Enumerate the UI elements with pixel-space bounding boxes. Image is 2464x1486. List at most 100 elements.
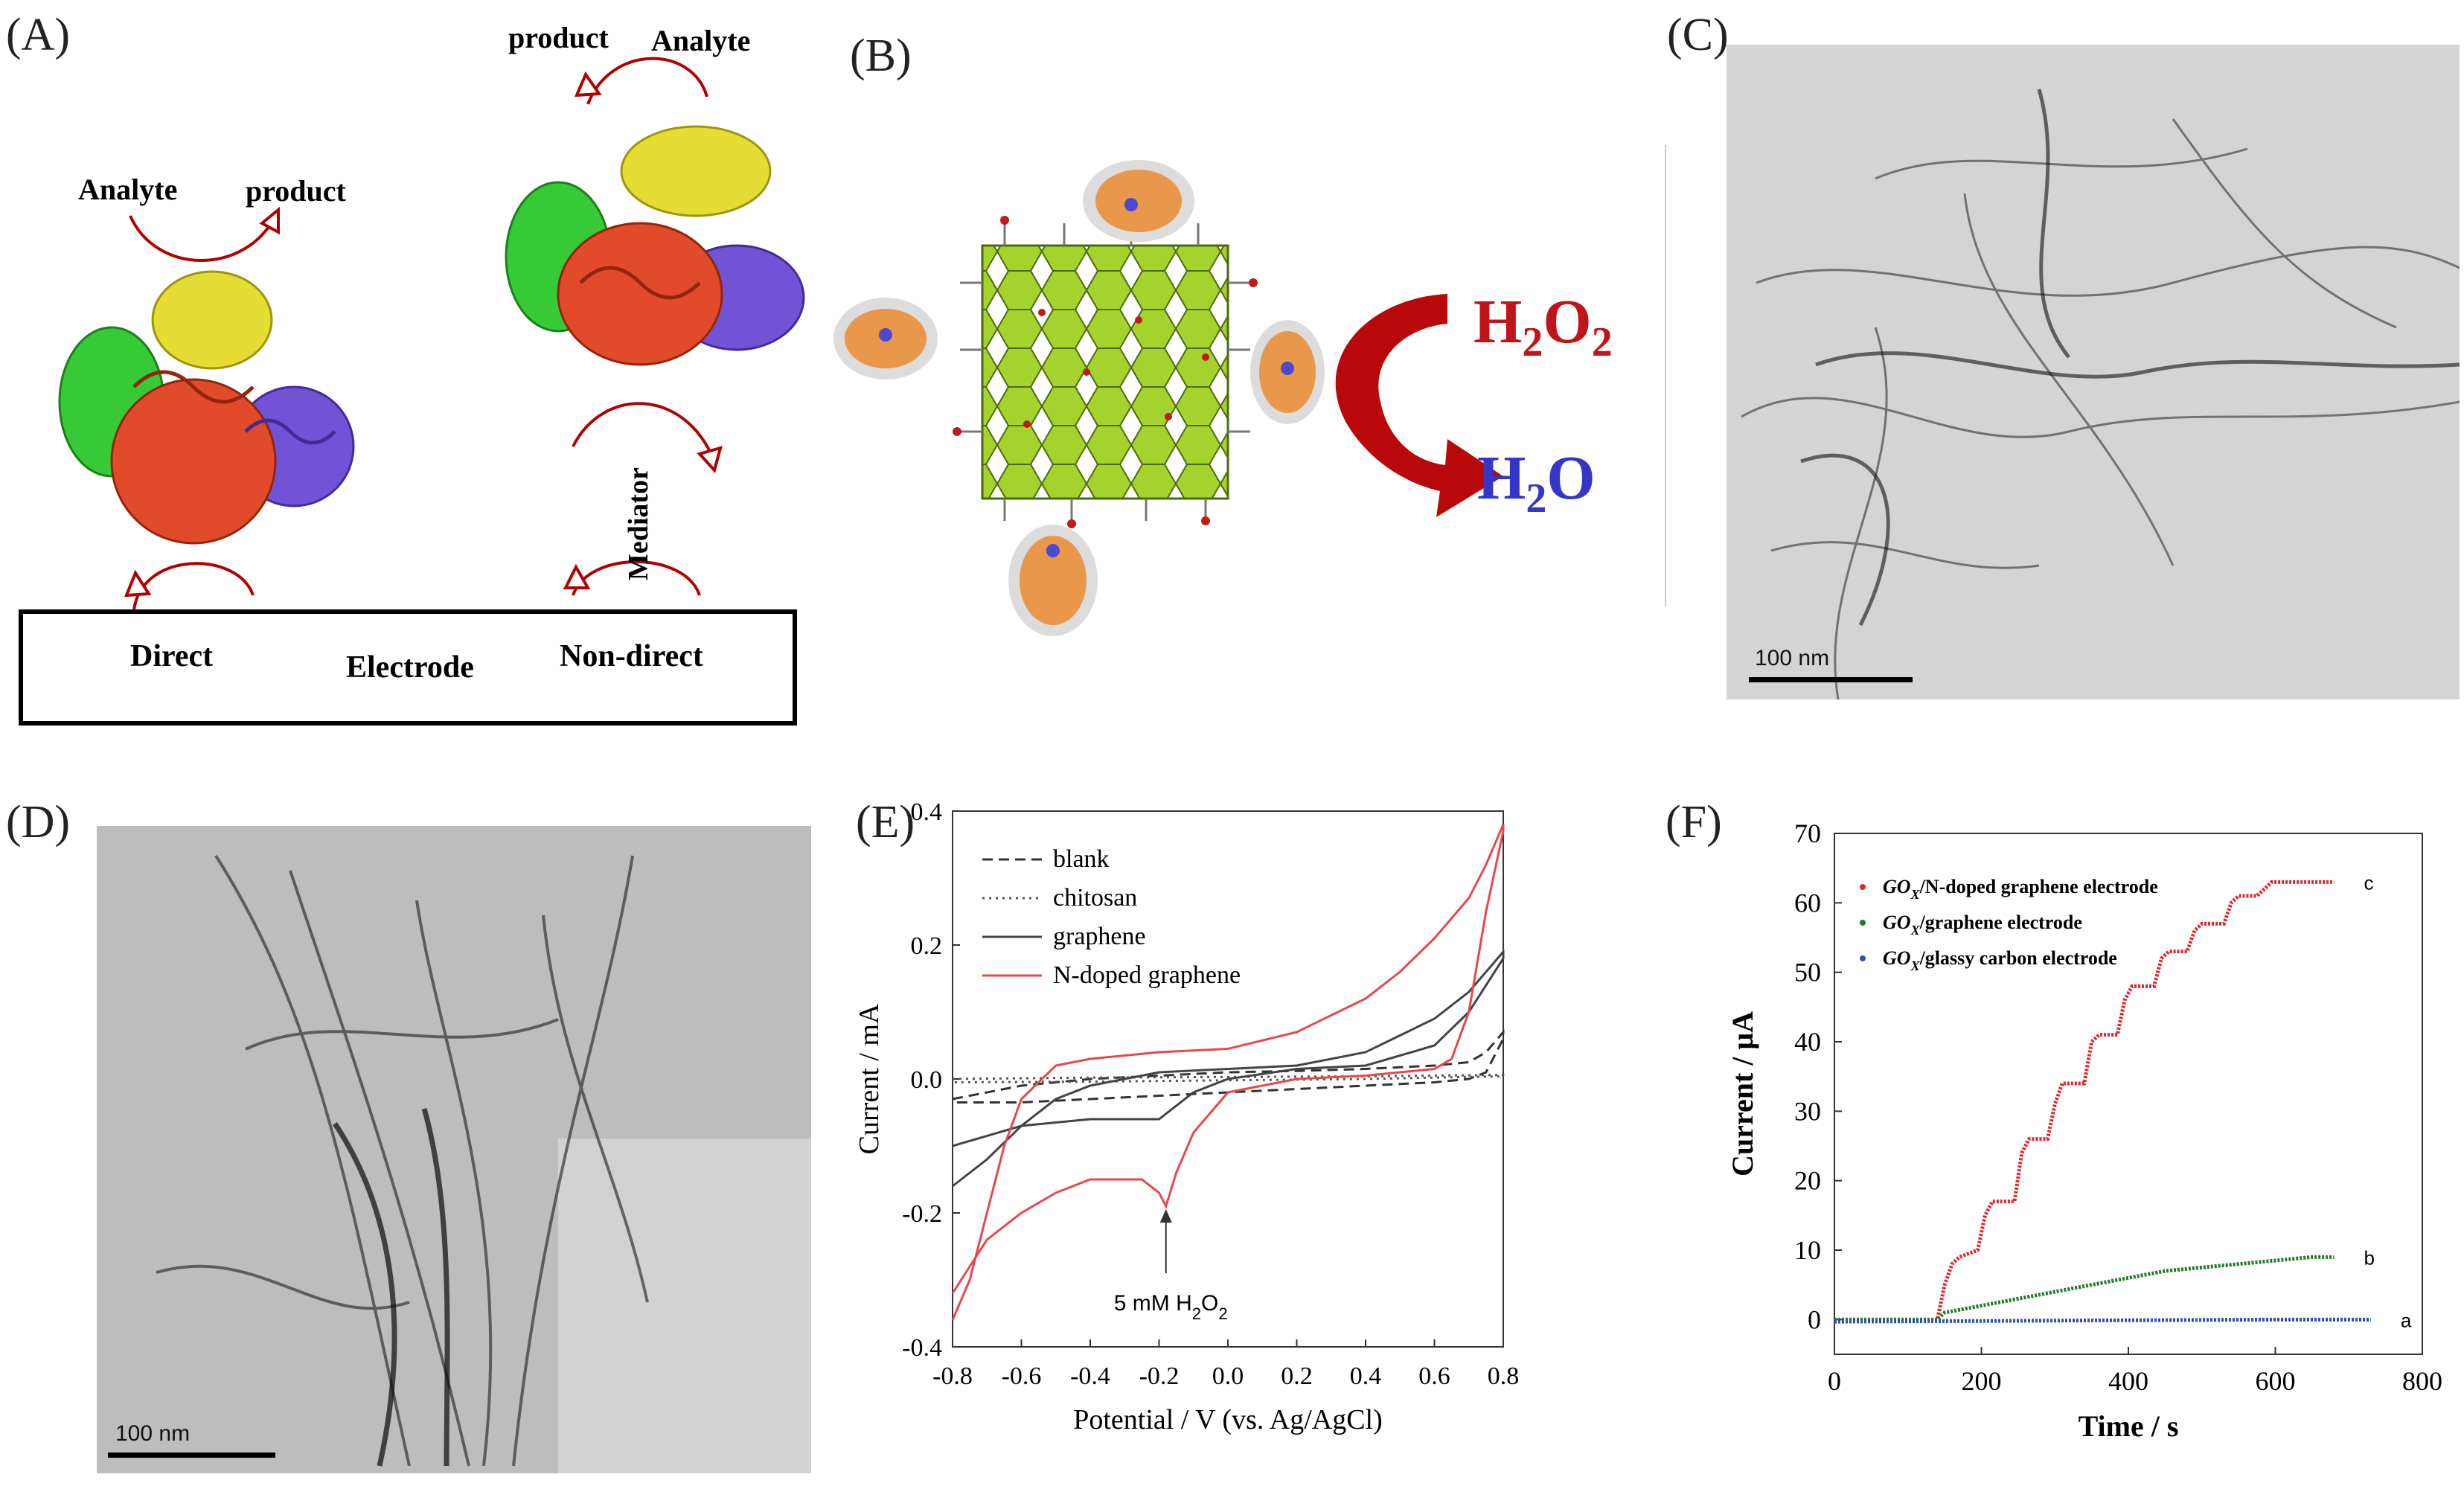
arc-arrow-left-top	[129, 215, 277, 262]
tem-image-d: 100 nm	[97, 826, 811, 1473]
annotation-part: 2	[1218, 1304, 1227, 1323]
panel-a-label: (A)	[6, 10, 71, 60]
annotation-arrowhead	[1159, 1209, 1172, 1223]
y-tick-label: 0.0	[911, 1066, 943, 1094]
enzyme-left	[58, 270, 355, 545]
series-end-label: a	[2401, 1309, 2412, 1331]
panel-d-label: (D)	[6, 797, 71, 848]
x-axis-label: Potential / V (vs. Ag/AgCl)	[1073, 1404, 1383, 1435]
legend-label-part: /graphene electrode	[1919, 912, 2082, 933]
legend-label-part: /glassy carbon electrode	[1919, 947, 2117, 969]
y-tick-label: -0.4	[902, 1334, 942, 1362]
y-tick-label: 30	[1794, 1096, 1821, 1126]
legend-marker	[1860, 955, 1866, 961]
y-axis-label: Current / μA	[1726, 1011, 1759, 1176]
series-end-label: c	[2364, 871, 2374, 894]
enzyme-blob-bottom	[1008, 525, 1098, 636]
conversion-arrow	[1335, 294, 1503, 517]
electrode-label: Electrode	[346, 650, 474, 685]
annotation-part: 5 mM H	[1114, 1291, 1192, 1316]
right-analyte-label: Analyte	[651, 24, 750, 57]
arc-arrow-left-bottom	[132, 562, 255, 611]
y-tick-label: -0.2	[902, 1200, 942, 1228]
x-tick-label: 0	[1828, 1366, 1841, 1396]
legend-label-part: X	[1910, 958, 1921, 973]
graphene-sheet	[981, 244, 1229, 500]
panel-c: (C) 100 nm	[1667, 0, 2464, 737]
x-tick-label: -0.8	[932, 1362, 973, 1390]
annotation-part: 2	[1192, 1304, 1201, 1323]
legend-marker	[1860, 884, 1866, 890]
x-tick-label: 0.4	[1350, 1362, 1382, 1390]
enzyme-blob-top	[1083, 160, 1194, 242]
panel-b-diagram: H2O2 H2O	[833, 145, 1666, 636]
arc-arrow-right-mid	[572, 402, 716, 462]
x-tick-label: 800	[2402, 1366, 2442, 1396]
x-tick-label: 0.6	[1418, 1362, 1450, 1390]
y-tick-label: 0.2	[911, 932, 943, 960]
amperometric-chart: 0 200 400 600 800 70 60 50 40 30 20 10 0 Time / s Curr…	[1726, 819, 2442, 1443]
x-axis-label: Time / s	[2079, 1409, 2179, 1443]
arrowhead	[259, 206, 280, 235]
series-end-label: b	[2364, 1246, 2375, 1269]
scale-label-d: 100 nm	[115, 1421, 191, 1446]
legend-label-part: GO	[1883, 912, 1911, 933]
panel-c-label: (C)	[1667, 10, 1729, 60]
right-product-label: product	[508, 21, 609, 54]
panel-e: (E) -0.8 -0.6 -0.4 -0.2 0.0 0.2 0.4 0.6 0.8 0.4 0.…	[826, 752, 1630, 1486]
panel-f: (F) 0 200 400 600 800 70 60 50 40 30 20 10 0 Time / s…	[1630, 752, 2464, 1486]
series-line-graphene	[952, 948, 1505, 1188]
electrode-box	[19, 609, 797, 726]
panel-b-label: (B)	[850, 31, 912, 81]
x-tick-label: -0.2	[1139, 1362, 1180, 1390]
direct-label: Direct	[130, 639, 213, 673]
legend-label: GOX/glassy carbon electrode	[1883, 947, 2117, 973]
annotation-part: O	[1201, 1291, 1218, 1316]
y-tick-label: 40	[1794, 1027, 1821, 1057]
scale-bar-c	[1749, 677, 1913, 682]
legend-label: N-doped graphene	[1053, 961, 1241, 989]
legend-label-part: GO	[1883, 876, 1911, 897]
x-tick-label: 200	[1962, 1366, 2002, 1396]
tem-image-c: 100 nm	[1727, 45, 2460, 699]
legend-label-part: /N-doped graphene electrode	[1919, 876, 2158, 897]
panel-d: (D) 100 nm	[0, 752, 826, 1486]
x-tick-label: 400	[2108, 1366, 2148, 1396]
series-trace-b	[1834, 1255, 2335, 1322]
legend-label: chitosan	[1053, 884, 1137, 912]
y-tick-label: 60	[1794, 888, 1821, 917]
series-line-n-doped-graphene	[951, 824, 1505, 1321]
h2o2-label: H2O2	[1473, 287, 1613, 365]
x-tick-label: 0.2	[1281, 1362, 1313, 1390]
x-tick-label: 600	[2256, 1366, 2296, 1396]
x-tick-label: -0.6	[1002, 1362, 1042, 1390]
y-tick-label: 10	[1794, 1235, 1821, 1265]
series-trace-a	[1834, 1317, 2371, 1324]
legend-label: blank	[1053, 845, 1110, 873]
enzyme-blob-right	[1250, 320, 1325, 424]
series-line-blank	[952, 1028, 1505, 1104]
h2o-label: H2O	[1477, 443, 1596, 522]
mediator-label: Mediator	[623, 467, 654, 580]
arc-arrow-right-top	[586, 57, 708, 105]
legend-label-part: X	[1910, 923, 1921, 938]
scale-bar-d	[108, 1453, 275, 1458]
left-analyte-label: Analyte	[78, 173, 177, 206]
y-tick-label: 70	[1794, 819, 1821, 848]
series-trace-c	[1834, 880, 2335, 1322]
y-axis-label: Current / mA	[854, 1003, 885, 1154]
legend-label-part: X	[1910, 887, 1921, 902]
enzyme-right	[505, 125, 805, 366]
cv-chart: -0.8 -0.6 -0.4 -0.2 0.0 0.2 0.4 0.6 0.8 0.4 0.2 0.0…	[854, 798, 1519, 1435]
legend-label-part: GO	[1883, 947, 1911, 969]
y-tick-label: 0	[1808, 1304, 1821, 1334]
panel-a: (A)	[0, 0, 819, 737]
non-direct-label: Non-direct	[560, 639, 703, 673]
enzyme-blob-left	[833, 298, 938, 379]
panel-a-diagram: Analyte product product Analyte Mediator…	[19, 21, 805, 726]
panel-e-label: (E)	[856, 797, 915, 848]
x-tick-label: 0.0	[1212, 1362, 1244, 1390]
left-product-label: product	[246, 174, 347, 208]
series-line-chitosan	[952, 1074, 1505, 1083]
scale-label-c: 100 nm	[1755, 646, 1830, 670]
